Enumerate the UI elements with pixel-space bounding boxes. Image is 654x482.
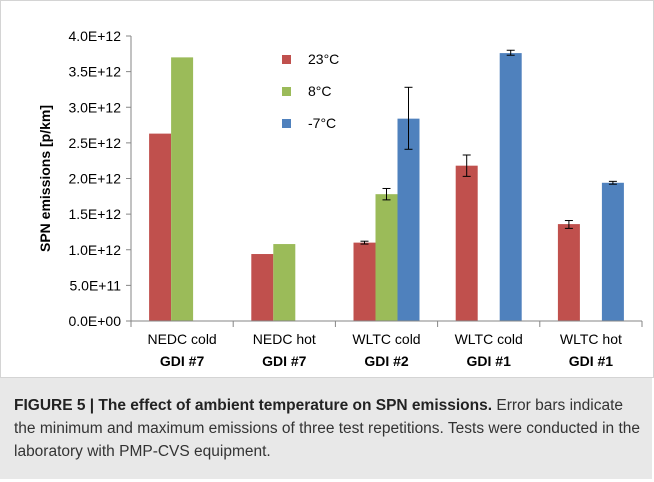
bar-8C-0 (171, 57, 194, 321)
bar--7C-2 (397, 118, 420, 322)
bar-23C-1 (251, 254, 274, 321)
x-tick-label-sub: GDI #1 (569, 353, 614, 369)
bar-23C-2 (353, 242, 376, 321)
caption-text: FIGURE 5 | The effect of ambient tempera… (14, 394, 642, 463)
bar-23C-4 (557, 224, 580, 321)
legend-swatch (282, 87, 291, 96)
bar-8C-1 (273, 244, 296, 321)
legend-swatch (282, 119, 291, 128)
y-tick-label: 3.0E+12 (68, 99, 121, 115)
y-tick-label: 0.0E+00 (68, 313, 121, 329)
legend-label: 8°C (308, 83, 332, 99)
y-tick-label: 2.0E+12 (68, 171, 121, 187)
bar--7C-4 (601, 182, 624, 321)
caption-body: Error bars indicate the minimum and maxi… (14, 397, 641, 460)
legend-label: 23°C (308, 51, 339, 67)
y-tick-label: 1.5E+12 (68, 206, 121, 222)
bar-8C-2 (375, 194, 398, 321)
x-tick-label-sub: GDI #1 (467, 353, 512, 369)
x-tick-label: WLTC cold (352, 331, 420, 347)
bar--7C-3 (499, 53, 522, 321)
y-tick-label: 5.0E+11 (69, 277, 121, 293)
legend-label: -7°C (308, 115, 336, 131)
figure-caption: FIGURE 5 | The effect of ambient tempera… (0, 378, 652, 479)
x-tick-label-sub: GDI #7 (262, 353, 307, 369)
y-tick-label: 4.0E+12 (68, 28, 121, 44)
y-tick-label: 1.0E+12 (68, 242, 121, 258)
chart-frame: 0.0E+00 5.0E+11 1.0E+12 1.5E+12 2.0E+12 2.5E+… (0, 0, 654, 378)
x-tick-label: NEDC hot (253, 331, 316, 347)
legend-swatch (282, 55, 291, 64)
x-tick-label-sub: GDI #2 (364, 353, 409, 369)
x-tick-label: WLTC hot (560, 331, 622, 347)
x-tick-label-sub: GDI #7 (160, 353, 205, 369)
y-tick-label: 2.5E+12 (68, 135, 121, 151)
x-tick-label: NEDC cold (147, 331, 216, 347)
y-tick-label: 3.5E+12 (68, 64, 121, 80)
x-tick-label: WLTC cold (455, 331, 523, 347)
y-axis-title: SPN emissions [p/km] (37, 105, 53, 252)
bar-chart: 0.0E+00 5.0E+11 1.0E+12 1.5E+12 2.0E+12 2.5E+… (37, 28, 643, 369)
bar-23C-3 (455, 165, 478, 321)
caption-title: FIGURE 5 | The effect of ambient tempera… (14, 397, 493, 414)
bar-23C-0 (149, 133, 172, 321)
